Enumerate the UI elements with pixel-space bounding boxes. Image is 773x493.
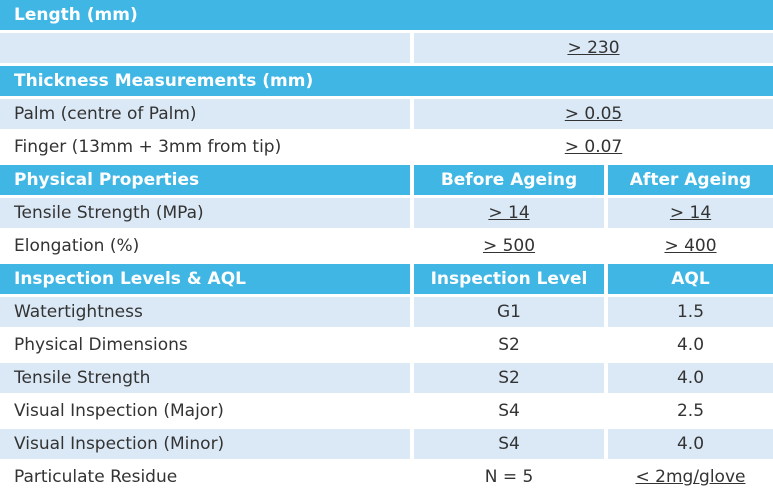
aql-value: 2.5 — [608, 396, 773, 426]
inspection-label: Tensile Strength — [0, 363, 410, 393]
before-ageing-header: Before Ageing — [414, 165, 604, 195]
inspection-level: G1 — [414, 297, 604, 327]
elongation-label: Elongation (%) — [0, 231, 410, 261]
physical-header-row: Physical Properties Before Ageing After … — [0, 165, 773, 195]
table-row: Particulate Residue N = 5 < 2mg/glove — [0, 462, 773, 492]
physical-header: Physical Properties — [0, 165, 410, 195]
table-row: Visual Inspection (Major) S4 2.5 — [0, 396, 773, 426]
inspection-header-row: Inspection Levels & AQL Inspection Level… — [0, 264, 773, 294]
table-row: Physical Dimensions S2 4.0 — [0, 330, 773, 360]
thickness-row-finger: Finger (13mm + 3mm from tip) > 0.07 — [0, 132, 773, 162]
thickness-finger-label: Finger (13mm + 3mm from tip) — [0, 132, 410, 162]
tensile-label: Tensile Strength (MPa) — [0, 198, 410, 228]
aql-header: AQL — [608, 264, 773, 294]
thickness-header: Thickness Measurements (mm) — [0, 66, 773, 96]
inspection-level: S2 — [414, 363, 604, 393]
table-row: Watertightness G1 1.5 — [0, 297, 773, 327]
tensile-after: > 14 — [608, 198, 773, 228]
thickness-palm-label: Palm (centre of Palm) — [0, 99, 410, 129]
thickness-finger-value: > 0.07 — [414, 132, 773, 162]
thickness-palm-value: > 0.05 — [414, 99, 773, 129]
aql-value: 1.5 — [608, 297, 773, 327]
aql-value: 4.0 — [608, 429, 773, 459]
physical-row-elongation: Elongation (%) > 500 > 400 — [0, 231, 773, 261]
length-value-row: > 230 — [0, 33, 773, 63]
inspection-level-header: Inspection Level — [414, 264, 604, 294]
inspection-level: N = 5 — [414, 462, 604, 492]
length-header-row: Length (mm) — [0, 0, 773, 30]
aql-value: 4.0 — [608, 363, 773, 393]
length-value: > 230 — [414, 33, 773, 63]
aql-value: < 2mg/glove — [608, 462, 773, 492]
thickness-row-palm: Palm (centre of Palm) > 0.05 — [0, 99, 773, 129]
inspection-level: S4 — [414, 429, 604, 459]
aql-value: 4.0 — [608, 330, 773, 360]
elongation-before: > 500 — [414, 231, 604, 261]
inspection-label: Visual Inspection (Major) — [0, 396, 410, 426]
thickness-header-row: Thickness Measurements (mm) — [0, 66, 773, 96]
after-ageing-header: After Ageing — [608, 165, 773, 195]
length-label-cell — [0, 33, 410, 63]
table-row: Visual Inspection (Minor) S4 4.0 — [0, 429, 773, 459]
tensile-before: > 14 — [414, 198, 604, 228]
inspection-label: Visual Inspection (Minor) — [0, 429, 410, 459]
inspection-label: Particulate Residue — [0, 462, 410, 492]
length-header: Length (mm) — [0, 0, 773, 30]
inspection-label: Watertightness — [0, 297, 410, 327]
inspection-level: S4 — [414, 396, 604, 426]
inspection-header: Inspection Levels & AQL — [0, 264, 410, 294]
elongation-after: > 400 — [608, 231, 773, 261]
inspection-level: S2 — [414, 330, 604, 360]
table-row: Tensile Strength S2 4.0 — [0, 363, 773, 393]
physical-row-tensile: Tensile Strength (MPa) > 14 > 14 — [0, 198, 773, 228]
inspection-label: Physical Dimensions — [0, 330, 410, 360]
